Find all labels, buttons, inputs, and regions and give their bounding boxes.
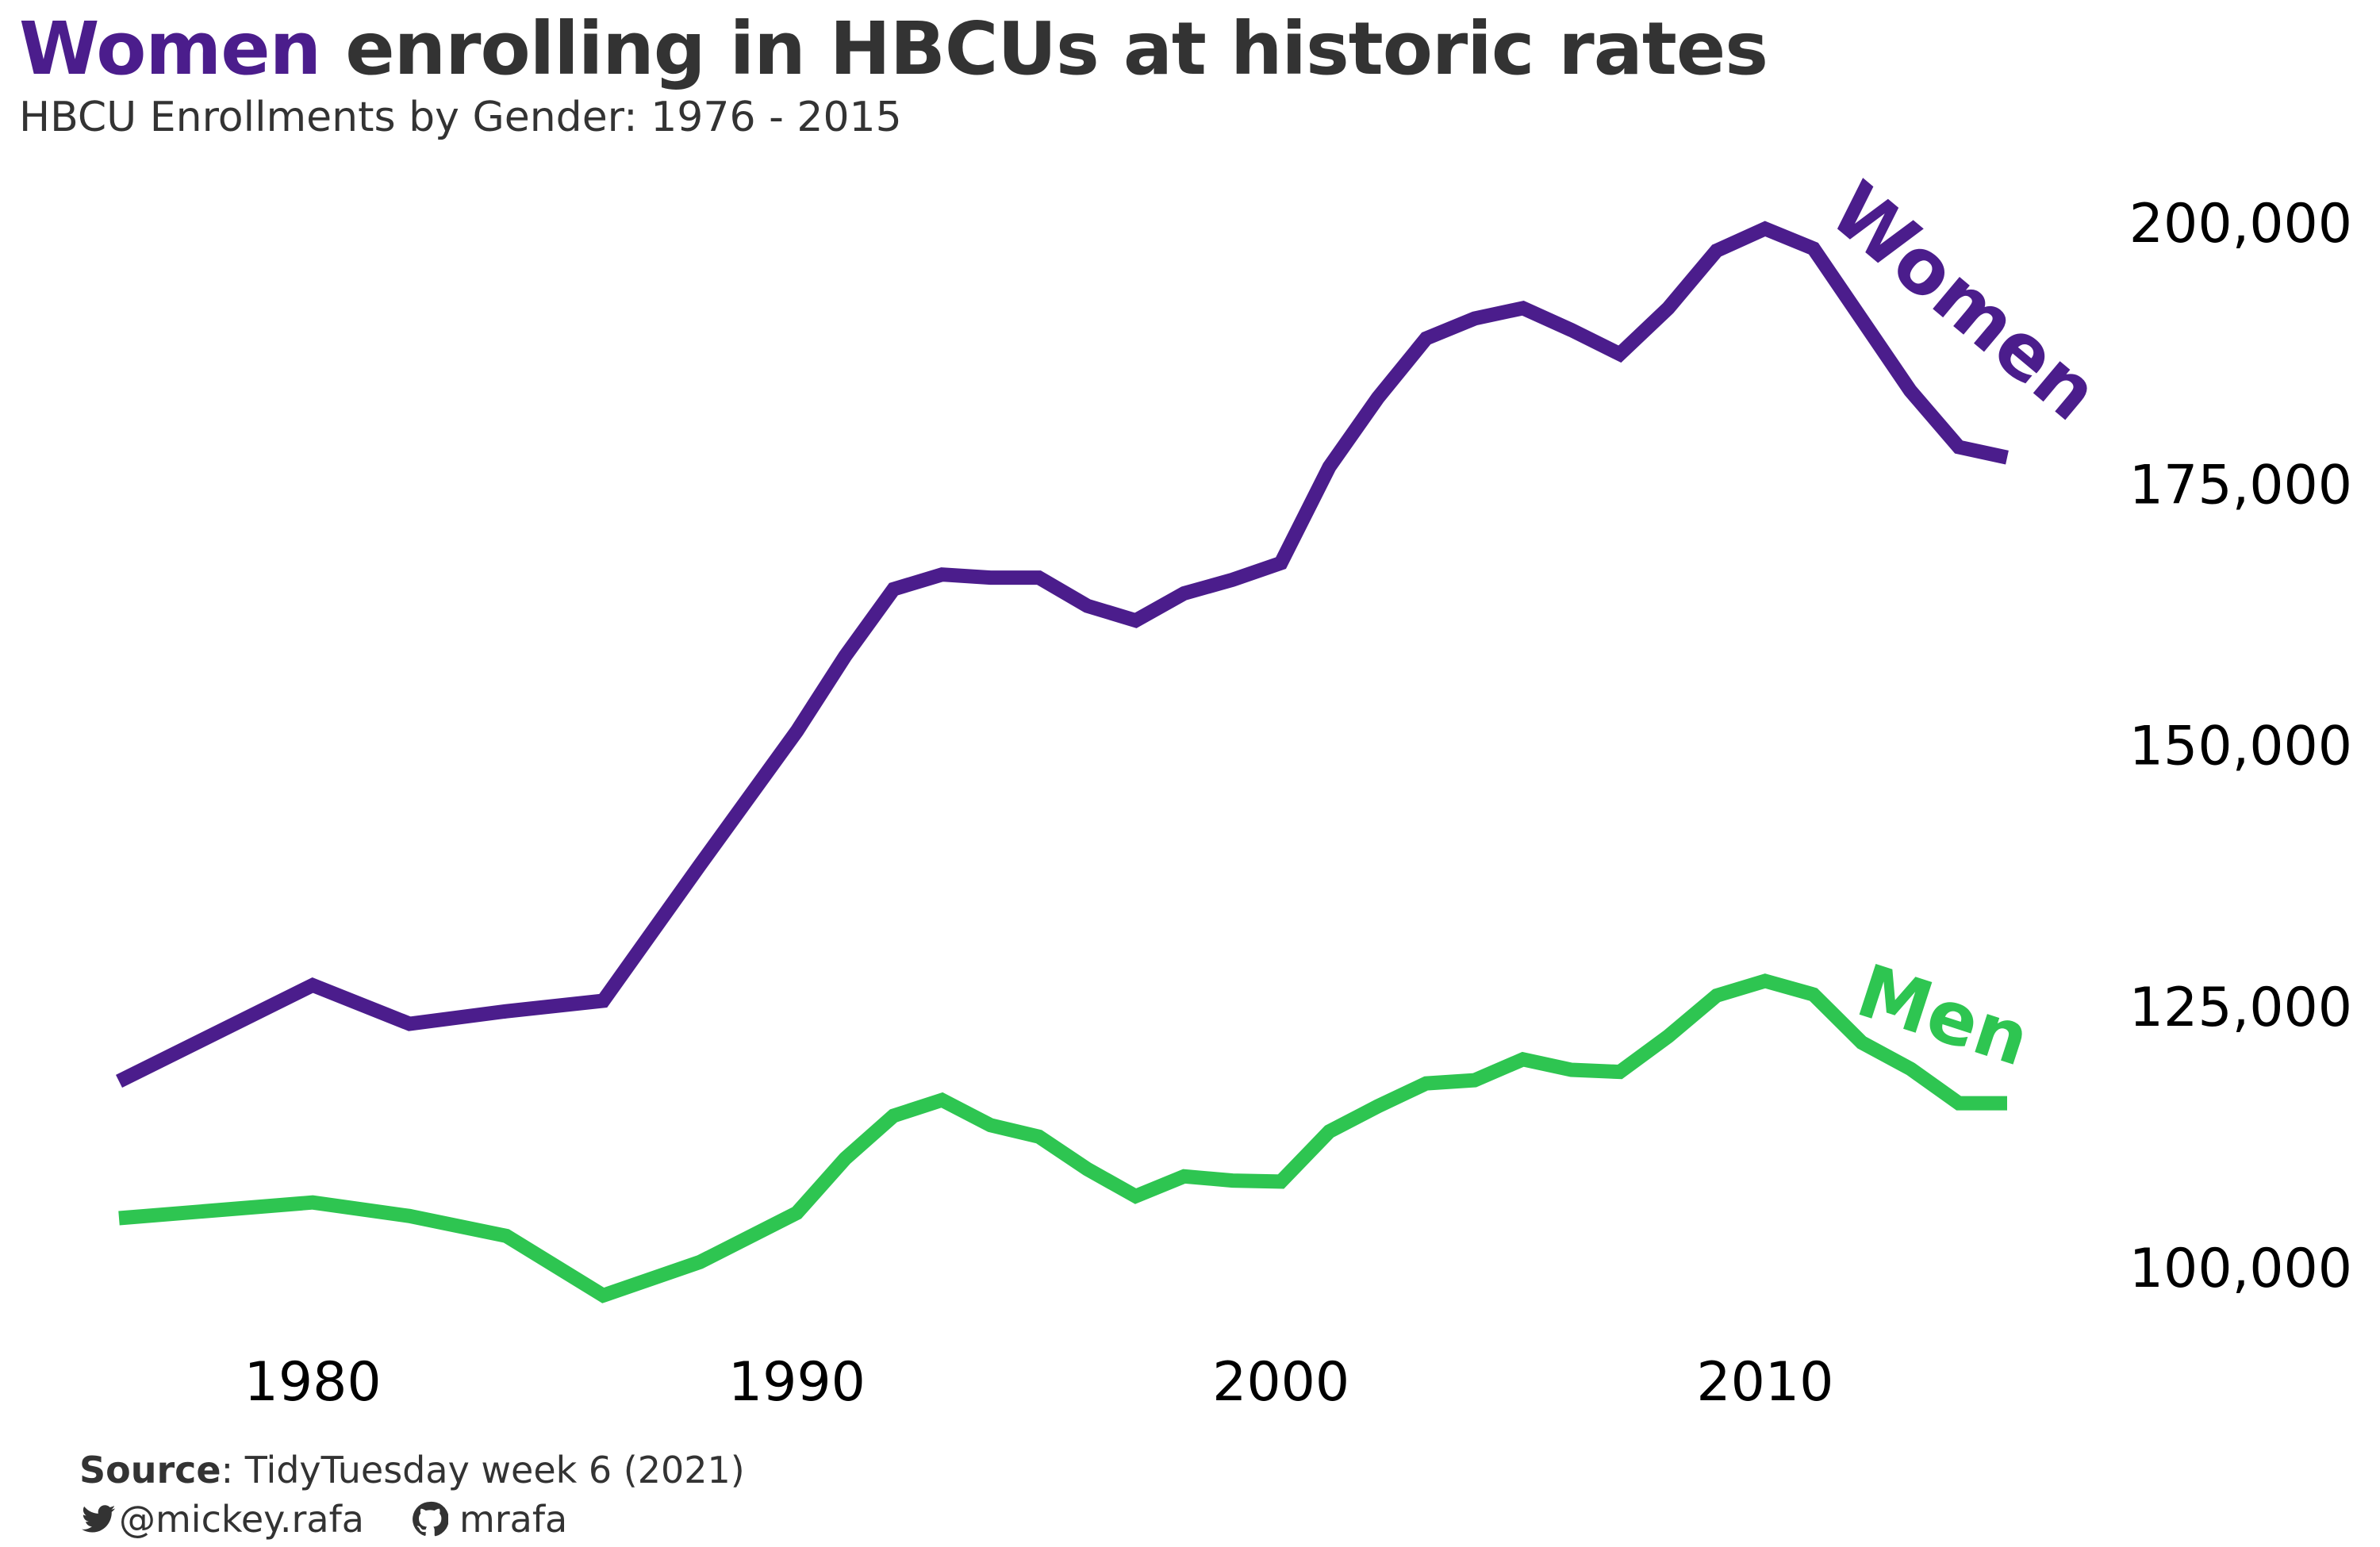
title-highlight: Women [19,6,321,91]
series-line-women [116,221,2009,1088]
source-label: Source [79,1449,221,1491]
x-tick-label: 1990 [728,1351,866,1414]
series-men [118,973,2008,1303]
chart-title: Women enrolling in HBCUs at historic rat… [19,6,1768,91]
chart-subtitle: HBCU Enrollments by Gender: 1976 - 2015 [19,94,902,141]
y-tick-label: 100,000 [2129,1238,2352,1300]
series-women [116,221,2009,1088]
github-handle: mrafa [459,1498,568,1541]
caption: Source: TidyTuesday week 6 (2021) @micke… [79,1445,745,1544]
twitter-icon [82,1505,116,1533]
source-line: Source: TidyTuesday week 6 (2021) [79,1445,745,1495]
y-tick-label: 200,000 [2129,193,2352,255]
y-tick-label: 150,000 [2129,716,2352,778]
y-tick-label: 125,000 [2129,977,2352,1039]
handles-line: @mickey.rafa mrafa [79,1495,745,1544]
men-series-label: Men [1848,948,2040,1083]
github-icon [413,1501,448,1537]
x-tick-label: 2010 [1696,1351,1833,1414]
title-rest: enrolling in HBCUs at historic rates [321,6,1768,91]
y-tick-label: 175,000 [2129,454,2352,516]
women-series-label: Women [1814,165,2115,438]
x-tick-label: 2000 [1212,1351,1349,1414]
twitter-handle: @mickey.rafa [119,1498,364,1541]
x-tick-label: 1980 [244,1351,382,1414]
series-line-men [118,973,2007,1303]
source-text: : TidyTuesday week 6 (2021) [221,1449,745,1491]
